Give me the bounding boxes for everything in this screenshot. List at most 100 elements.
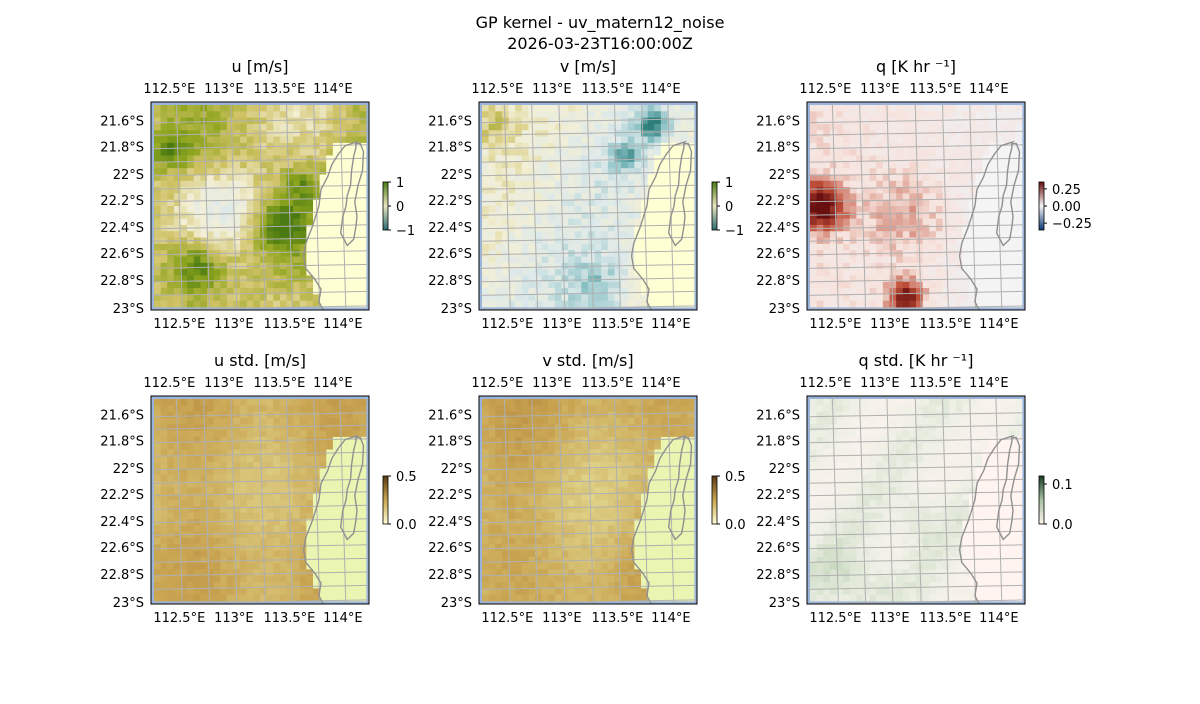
data-cell bbox=[936, 118, 943, 125]
data-cell bbox=[227, 244, 234, 251]
data-cell bbox=[830, 282, 837, 289]
data-cell bbox=[300, 187, 307, 194]
data-cell bbox=[548, 238, 555, 245]
data-cell bbox=[287, 168, 294, 175]
panel-title: u [m/s] bbox=[231, 57, 288, 76]
data-cell bbox=[621, 500, 628, 507]
data-cell bbox=[883, 219, 890, 226]
data-cell bbox=[883, 294, 890, 301]
data-cell bbox=[817, 206, 824, 213]
data-cell bbox=[555, 137, 562, 144]
data-cell bbox=[280, 162, 287, 169]
data-cell bbox=[247, 111, 254, 118]
data-cell bbox=[154, 149, 161, 156]
data-cell bbox=[810, 149, 817, 156]
data-cell bbox=[1002, 111, 1009, 118]
data-cell bbox=[280, 282, 287, 289]
data-cell bbox=[267, 257, 274, 264]
data-cell bbox=[161, 118, 168, 125]
data-cell bbox=[628, 301, 635, 308]
data-cell bbox=[154, 424, 161, 431]
data-cell bbox=[187, 576, 194, 583]
data-cell bbox=[240, 301, 247, 308]
data-cell bbox=[568, 206, 575, 213]
data-cell bbox=[634, 282, 641, 289]
data-cell bbox=[220, 487, 227, 494]
data-cell bbox=[581, 450, 588, 457]
data-cell bbox=[896, 105, 903, 112]
data-cell bbox=[608, 431, 615, 438]
data-cell bbox=[903, 275, 910, 282]
data-cell bbox=[161, 257, 168, 264]
data-cell bbox=[1015, 257, 1022, 264]
data-cell bbox=[982, 149, 989, 156]
data-cell bbox=[260, 206, 267, 213]
data-cell bbox=[280, 595, 287, 602]
data-cell bbox=[495, 212, 502, 219]
data-cell bbox=[227, 557, 234, 564]
data-cell bbox=[267, 105, 274, 112]
data-cell bbox=[240, 162, 247, 169]
data-cell bbox=[320, 111, 327, 118]
data-cell bbox=[989, 124, 996, 131]
data-cell bbox=[843, 111, 850, 118]
data-cell bbox=[489, 301, 496, 308]
data-cell bbox=[502, 269, 509, 276]
data-cell bbox=[287, 582, 294, 589]
data-cell bbox=[174, 200, 181, 207]
y-tick-label: 21.6°S bbox=[100, 409, 144, 424]
data-cell bbox=[542, 513, 549, 520]
data-cell bbox=[200, 582, 207, 589]
data-cell bbox=[515, 506, 522, 513]
data-cell bbox=[542, 405, 549, 412]
data-cell bbox=[154, 487, 161, 494]
data-cell bbox=[495, 137, 502, 144]
data-cell bbox=[214, 532, 221, 539]
data-cell bbox=[949, 130, 956, 137]
data-cell bbox=[187, 557, 194, 564]
data-cell bbox=[515, 437, 522, 444]
data-cell bbox=[528, 424, 535, 431]
data-cell bbox=[823, 269, 830, 276]
data-cell bbox=[194, 143, 201, 150]
data-cell bbox=[674, 275, 681, 282]
data-cell bbox=[581, 494, 588, 501]
data-cell bbox=[515, 288, 522, 295]
data-cell bbox=[333, 431, 340, 438]
data-cell bbox=[615, 494, 622, 501]
data-cell bbox=[200, 231, 207, 238]
data-cell bbox=[943, 269, 950, 276]
data-cell bbox=[601, 500, 608, 507]
data-cell bbox=[615, 250, 622, 257]
data-cell bbox=[528, 443, 535, 450]
data-cell bbox=[823, 244, 830, 251]
y-tick-label: 21.6°S bbox=[100, 115, 144, 130]
data-cell bbox=[181, 137, 188, 144]
data-cell bbox=[989, 282, 996, 289]
data-cell bbox=[287, 544, 294, 551]
data-cell bbox=[220, 418, 227, 425]
data-cell bbox=[154, 595, 161, 602]
data-cell bbox=[929, 130, 936, 137]
data-cell bbox=[1002, 124, 1009, 131]
data-cell bbox=[621, 231, 628, 238]
data-cell bbox=[340, 475, 347, 482]
data-cell bbox=[200, 576, 207, 583]
data-cell bbox=[326, 244, 333, 251]
data-cell bbox=[615, 412, 622, 419]
data-cell bbox=[956, 282, 963, 289]
data-cell bbox=[240, 143, 247, 150]
data-cell bbox=[247, 450, 254, 457]
data-cell bbox=[588, 111, 595, 118]
y-tick-label: 21.8°S bbox=[100, 141, 144, 156]
data-cell bbox=[687, 111, 694, 118]
data-cell bbox=[568, 418, 575, 425]
data-cell bbox=[326, 487, 333, 494]
data-cell bbox=[161, 525, 168, 532]
data-cell bbox=[161, 462, 168, 469]
data-cell bbox=[280, 206, 287, 213]
data-cell bbox=[482, 231, 489, 238]
data-cell bbox=[247, 162, 254, 169]
data-cell bbox=[548, 487, 555, 494]
data-cell bbox=[634, 431, 641, 438]
